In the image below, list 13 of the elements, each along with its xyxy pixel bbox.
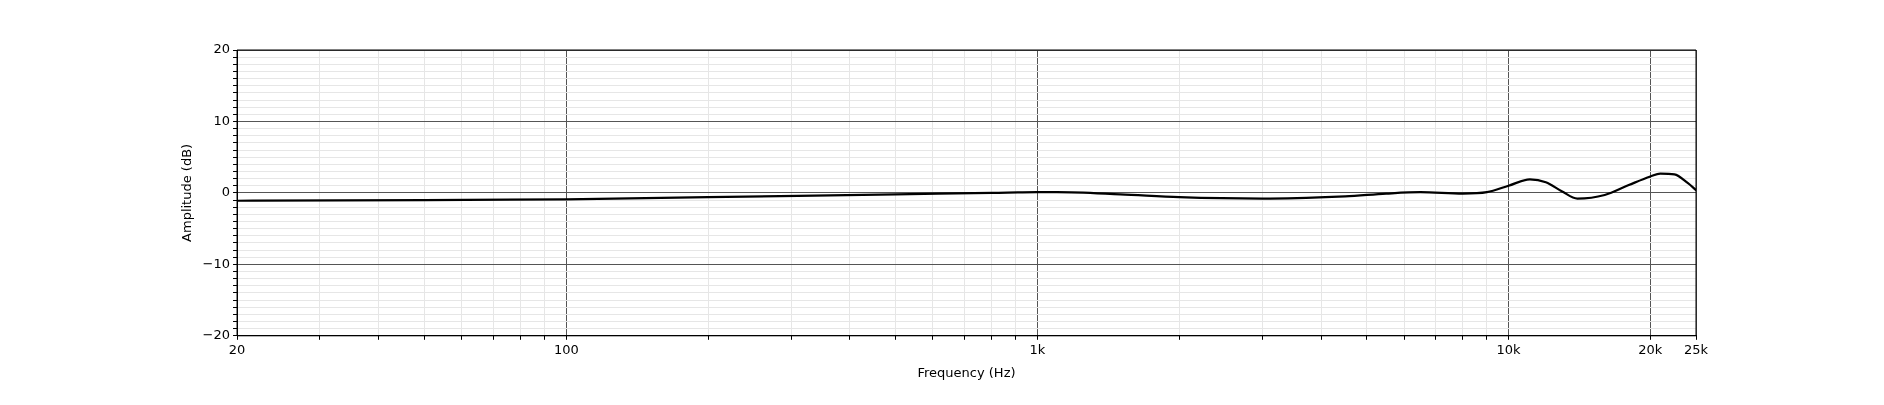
x-tick-label: 100 — [553, 341, 579, 357]
x-axis-title: Frequency (Hz) — [917, 364, 1016, 380]
y-tick-label: −20 — [202, 327, 231, 343]
x-tick-label: 25k — [1683, 341, 1709, 357]
y-tick-label: 20 — [213, 41, 231, 57]
y-tick-label: 10 — [213, 112, 231, 128]
x-tick-label: 20 — [228, 341, 246, 357]
x-tick-label: 20k — [1638, 341, 1663, 357]
y-tick-label: 0 — [221, 184, 231, 200]
x-tick-label: 10k — [1496, 341, 1522, 357]
y-axis-title: Amplitude (dB) — [179, 143, 195, 242]
x-tick-label: 1k — [1029, 341, 1046, 357]
y-tick-label: −10 — [202, 255, 231, 271]
